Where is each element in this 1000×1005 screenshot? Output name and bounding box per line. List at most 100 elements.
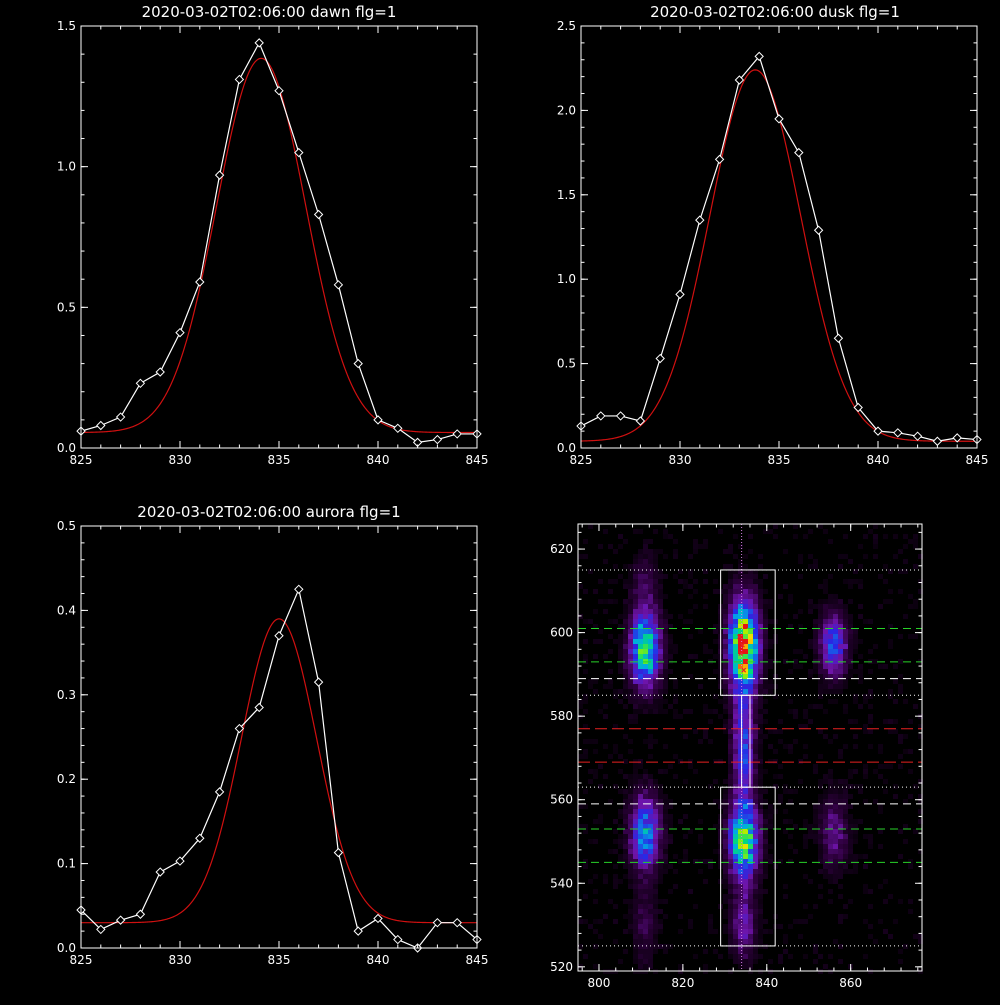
heatmap-cell [818, 664, 823, 669]
heatmap-cell [733, 859, 738, 864]
heatmap-cell [843, 604, 848, 609]
heatmap-cell [783, 659, 788, 664]
heatmap-cell [853, 639, 858, 644]
heatmap-cell [643, 829, 648, 834]
dawn-data-point [135, 378, 146, 389]
heatmap-cell [643, 804, 648, 809]
heatmap-cell [618, 844, 623, 849]
heatmap-cell [828, 874, 833, 879]
heatmap-cell [658, 814, 663, 819]
heatmap-cell [733, 769, 738, 774]
heatmap-cell [663, 949, 668, 954]
heatmap-cell [638, 624, 643, 629]
heatmap-cell [653, 694, 658, 699]
heatmap-cell [758, 809, 763, 814]
heatmap-cell [768, 604, 773, 609]
heatmap-cell [693, 539, 698, 544]
dusk-data-point [893, 428, 903, 438]
heatmap-cell [638, 839, 643, 844]
heatmap-cell [863, 884, 868, 889]
heatmap-cell [843, 634, 848, 639]
heatmap-cell [753, 804, 758, 809]
dawn-data-point [96, 420, 106, 431]
heatmap-cell [738, 784, 743, 789]
heatmap-cell [748, 914, 753, 919]
heatmap-cell [743, 889, 748, 894]
heatmap-cell [668, 669, 673, 674]
dusk-ytick-label: 2.0 [557, 103, 576, 117]
heatmap-cell [643, 604, 648, 609]
heatmap-cell [818, 854, 823, 859]
dawn-data-point [175, 327, 185, 338]
heatmap-cell [628, 859, 633, 864]
heatmap-cell [753, 799, 758, 804]
heatmap-cell [843, 534, 848, 539]
heatmap-cell [723, 594, 728, 599]
heatmap-cell [823, 869, 828, 874]
heatmap-cell [748, 629, 753, 634]
heatmap-cell [813, 649, 818, 654]
dusk-data-point [873, 426, 883, 436]
heatmap-cell [873, 554, 878, 559]
heatmap-cell [833, 819, 838, 824]
heatmap-cell [643, 669, 648, 674]
heatmap-cell [648, 594, 653, 599]
heatmap-cell [758, 699, 763, 704]
heatmap-cell [743, 949, 748, 954]
heatmap-cell [763, 824, 768, 829]
heatmap-cell [878, 604, 883, 609]
heatmap-cell [848, 654, 853, 659]
heatmap-cell [628, 624, 633, 629]
heatmap-cell [748, 849, 753, 854]
heatmap-cell [658, 944, 663, 949]
heatmap-cell [608, 589, 613, 594]
heatmap-cell [833, 844, 838, 849]
heatmap-cell [758, 759, 763, 764]
heatmap-cell [863, 534, 868, 539]
image-ytick-label: 560 [550, 793, 573, 807]
heatmap-cell [683, 584, 688, 589]
heatmap-cell [778, 859, 783, 864]
heatmap-cell [763, 674, 768, 679]
heatmap-cell [623, 809, 628, 814]
heatmap-cell [733, 734, 738, 739]
heatmap-cell [633, 914, 638, 919]
heatmap-cell [643, 599, 648, 604]
heatmap-cell [658, 679, 663, 684]
heatmap-cell [808, 704, 813, 709]
heatmap-cell [903, 534, 908, 539]
heatmap-cell [743, 759, 748, 764]
heatmap-cell [738, 944, 743, 949]
heatmap-cell [638, 564, 643, 569]
heatmap-cell [673, 884, 678, 889]
dusk-data-point [794, 147, 804, 158]
heatmap-cell [803, 709, 808, 714]
heatmap-cell [838, 789, 843, 794]
heatmap-cell [803, 819, 808, 824]
heatmap-cell [818, 849, 823, 854]
heatmap-cell [828, 624, 833, 629]
heatmap-cell [623, 829, 628, 834]
heatmap-cell [703, 644, 708, 649]
heatmap-cell [638, 954, 643, 959]
heatmap-cell [628, 584, 633, 589]
heatmap-cell [728, 954, 733, 959]
heatmap-cell [783, 744, 788, 749]
heatmap-cell [763, 634, 768, 639]
heatmap-cell [748, 649, 753, 654]
heatmap-cell [748, 624, 753, 629]
red-marker [741, 667, 747, 673]
heatmap-cell [593, 929, 598, 934]
heatmap-cell [738, 684, 743, 689]
heatmap-cell [688, 654, 693, 659]
heatmap-cell [723, 809, 728, 814]
heatmap-cell [663, 619, 668, 624]
heatmap-cell [738, 559, 743, 564]
heatmap-cell [728, 654, 733, 659]
heatmap-cell [748, 824, 753, 829]
heatmap-cell [918, 934, 923, 939]
heatmap-cell [823, 639, 828, 644]
heatmap-cell [868, 839, 873, 844]
heatmap-cell [618, 834, 623, 839]
heatmap-cell [653, 689, 658, 694]
